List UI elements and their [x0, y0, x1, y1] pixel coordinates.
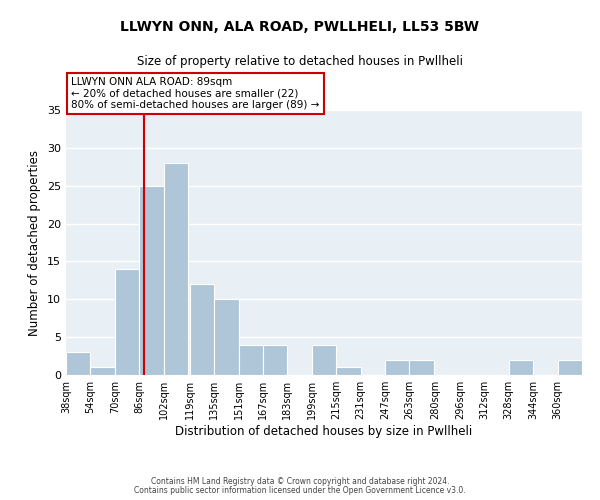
Text: LLWYN ONN ALA ROAD: 89sqm
← 20% of detached houses are smaller (22)
80% of semi-: LLWYN ONN ALA ROAD: 89sqm ← 20% of detac… [71, 77, 320, 110]
Bar [91, 368, 115, 375]
Bar [164, 163, 188, 375]
X-axis label: Distribution of detached houses by size in Pwllheli: Distribution of detached houses by size … [175, 425, 473, 438]
Bar [409, 360, 434, 375]
Bar [239, 344, 263, 375]
Bar [509, 360, 533, 375]
Bar [557, 360, 582, 375]
Bar [115, 269, 139, 375]
Bar [214, 300, 239, 375]
Bar [91, 368, 115, 375]
Bar [263, 344, 287, 375]
Bar [263, 344, 287, 375]
Bar [336, 368, 361, 375]
Bar [190, 284, 214, 375]
Text: Contains HM Land Registry data © Crown copyright and database right 2024.: Contains HM Land Registry data © Crown c… [151, 477, 449, 486]
Bar [409, 360, 434, 375]
Text: Size of property relative to detached houses in Pwllheli: Size of property relative to detached ho… [137, 55, 463, 68]
Bar [385, 360, 409, 375]
Bar [164, 163, 188, 375]
Bar [336, 368, 361, 375]
Bar [312, 344, 336, 375]
Bar [239, 344, 263, 375]
Bar [66, 352, 91, 375]
Bar [190, 284, 214, 375]
Bar [385, 360, 409, 375]
Y-axis label: Number of detached properties: Number of detached properties [28, 150, 41, 336]
Bar [139, 186, 164, 375]
Bar [214, 300, 239, 375]
Text: LLWYN ONN, ALA ROAD, PWLLHELI, LL53 5BW: LLWYN ONN, ALA ROAD, PWLLHELI, LL53 5BW [121, 20, 479, 34]
Text: Contains public sector information licensed under the Open Government Licence v3: Contains public sector information licen… [134, 486, 466, 495]
Bar [509, 360, 533, 375]
Bar [115, 269, 139, 375]
Bar [312, 344, 336, 375]
Bar [557, 360, 582, 375]
Bar [139, 186, 164, 375]
Bar [66, 352, 91, 375]
